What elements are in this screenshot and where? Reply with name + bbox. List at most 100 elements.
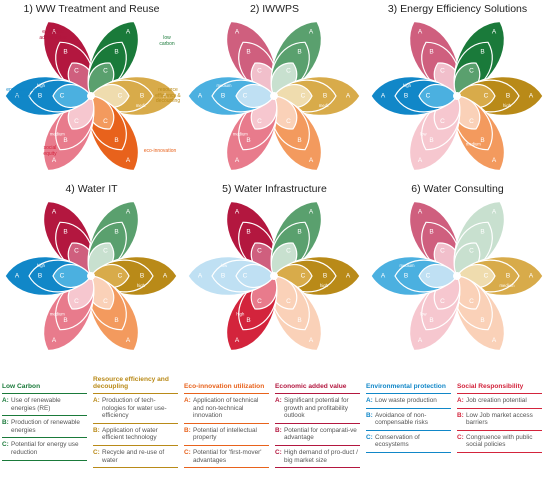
petal-grade-B: B [140, 273, 144, 280]
legend-item: A: Low waste production [366, 394, 451, 409]
legend-item-text: Production of renewable energies [11, 419, 80, 434]
legend-item-text: Avoidance of non-compensable risks [375, 411, 428, 427]
legend-heading: Social Responsibility [457, 372, 542, 394]
petal-grade-A: A [418, 209, 423, 216]
legend-item: C: Potential for energy use reduction [2, 438, 87, 461]
legend-column-3: Eco-innovation utilization A: Application … [184, 372, 269, 469]
legend-item-letter: C: [93, 448, 100, 456]
petal-grade-A: A [418, 29, 423, 36]
petal-grade-C: C [257, 248, 262, 255]
petal-grade-A: A [418, 157, 423, 164]
legend-item-text: Significant potential for growth and pro… [284, 397, 349, 420]
legend-item-letter: A: [184, 397, 191, 404]
petal-grade-B: B [63, 137, 67, 144]
petal-grade-C: C [440, 248, 445, 255]
flower-title-4: 4) Water IT [65, 183, 118, 195]
petal-grade-A: A [15, 273, 20, 280]
petal-grade-C: C [118, 273, 123, 280]
petal-grade-B: B [297, 49, 301, 56]
legend-item-letter: B: [275, 426, 282, 434]
flower-center [453, 92, 461, 100]
petal-grade-C: C [440, 298, 445, 305]
annotation-social: social equity [43, 145, 57, 157]
petal-grade-A: A [163, 273, 168, 280]
petal-grade-A: A [346, 93, 351, 100]
petal-grade-C: C [426, 273, 431, 280]
petal-grade-A: A [52, 209, 57, 216]
petal-grade-C: C [484, 273, 489, 280]
legend-item: A: Use of renewable energies (RE) [2, 394, 87, 417]
legend-item: A: Job creation potential [457, 394, 542, 409]
legend-item-letter: B: [2, 419, 9, 427]
petal-grade-B: B [114, 49, 118, 56]
petal-grade-C: C [286, 68, 291, 75]
petal-grade-A: A [235, 209, 240, 216]
petal-grade-C: C [286, 248, 291, 255]
petal-level: high [503, 103, 512, 108]
legend-item-letter: C: [275, 448, 282, 456]
petal-grade-B: B [63, 49, 67, 56]
petal-grade-C: C [60, 93, 65, 100]
flower-center [270, 272, 278, 280]
petal-grade-A: A [126, 157, 131, 164]
petal-grade-A: A [126, 209, 131, 216]
petal-grade-A: A [235, 157, 240, 164]
legend-item-text: Application of water efficient technolog… [102, 426, 158, 442]
legend-item-letter: A: [457, 397, 464, 404]
petal-grade-C: C [257, 68, 262, 75]
petal-grade-A: A [492, 209, 497, 216]
petal-grade-A: A [309, 157, 314, 164]
legend-item: B: Avoidance of non-compensable risks [366, 409, 451, 431]
legend-heading: Eco-innovation utilization [184, 372, 269, 394]
petal-grade-C: C [74, 298, 79, 305]
legend-item-text: Application of technical and non-technic… [193, 397, 259, 420]
legend-item-text: Recycle and re-use of water [102, 448, 165, 464]
petal-level: medi. [136, 103, 146, 108]
petal-grade-B: B [429, 137, 433, 144]
petal-grade-A: A [309, 337, 314, 344]
legend-item-letter: A: [275, 397, 282, 404]
legend-item: A: Significant potential for growth and p… [275, 394, 360, 424]
annotation-low-carbon: low carbon [159, 35, 175, 47]
legend-item: A: Production of tech-nologies for water … [93, 394, 178, 424]
petal-level: medi. [319, 103, 329, 108]
petal-grade-A: A [163, 93, 168, 100]
petal-eco: A B C [270, 95, 322, 172]
petal-grade-B: B [429, 49, 433, 56]
petal-level: medium [500, 283, 515, 288]
legend-item: B: Low Job market access barriers [457, 409, 542, 431]
legend-item-text: Potential for comparati-ve advantage [284, 426, 357, 442]
annotation-environmental: environmental protection [6, 87, 38, 99]
petal-grade-A: A [492, 157, 497, 164]
petal-ring-C [235, 83, 275, 109]
petal-grade-B: B [480, 229, 484, 236]
petal-grade-C: C [440, 68, 445, 75]
legend-item: C: Potential for 'first-mover' advantages [184, 446, 269, 469]
legend-item-letter: C: [2, 441, 9, 449]
petal-grade-B: B [246, 317, 250, 324]
petal-grade-A: A [492, 337, 497, 344]
annotation-resource: resource efficiency & decoupling [155, 87, 181, 105]
petal-economic: A B C [409, 20, 461, 97]
petal-grade-C: C [103, 248, 108, 255]
petal-ring-C [418, 263, 458, 289]
legend-item-text: Potential of intellectual property [193, 426, 257, 442]
flower-title-2: 2) IWWPS [250, 3, 299, 15]
legend-heading: Economic added value [275, 372, 360, 394]
petal-eco: A B C [87, 95, 139, 172]
legend-heading: Environmental protection [366, 372, 451, 394]
petal-grade-C: C [118, 93, 123, 100]
petal-ring-C [418, 83, 458, 109]
legend-item-letter: A: [366, 397, 373, 404]
petal-ring-C [52, 83, 92, 109]
legend-item: C: Conservation of ecosystems [366, 431, 451, 453]
petal-grade-B: B [297, 229, 301, 236]
legend-item: A: Application of technical and non-techn… [184, 394, 269, 424]
petal-grade-C: C [469, 68, 474, 75]
petal-grade-C: C [257, 118, 262, 125]
petal-grade-B: B [297, 317, 301, 324]
petal-level: low [420, 311, 427, 316]
